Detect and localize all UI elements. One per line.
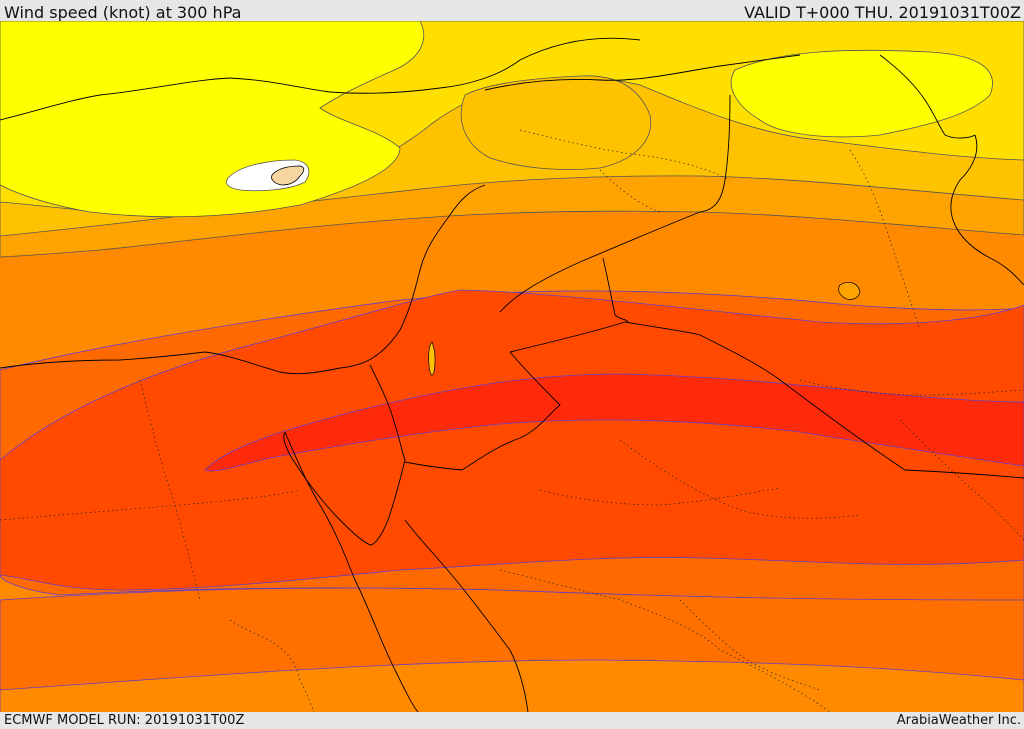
band-60-70-south [0,659,1024,712]
coastline-gulf [950,134,1024,286]
map-title: Wind speed (knot) at 300 hPa [4,3,242,22]
band-100-110 [204,373,1024,472]
province-borders [0,129,1024,712]
band-30-40-ne [730,49,993,138]
border-jordan-east [602,257,629,323]
border-jordan-south [404,351,561,471]
footer-bar: ECMWF MODEL RUN: 20191031T00Z ArabiaWeat… [0,712,1024,729]
cyprus-island [271,165,305,186]
header-bar: Wind speed (knot) at 300 hPa VALID T+000… [0,0,1024,22]
border-iraq-syria [484,54,801,91]
band-30-40 [0,21,425,218]
coastline-anatolia [0,37,641,121]
gulf-island [838,282,861,300]
border-egypt-israel [369,364,406,461]
dead-sea [428,341,436,376]
coastline-med-south [0,184,486,375]
valid-time: VALID T+000 THU. 20191031T00Z [744,3,1021,22]
border-iraq-west [499,94,731,313]
coastline-red-sea-east [404,519,529,712]
model-run-label: ECMWF MODEL RUN: 20191031T00Z [4,713,245,728]
map-canvas [0,21,1024,712]
border-iran-iraq [879,54,976,139]
wind-speed-map[interactable] [0,21,1024,712]
border-jordan-saudi [509,321,1024,479]
brand-label: ArabiaWeather Inc. [896,713,1021,728]
coastline-aqaba [283,431,406,546]
band-50-60-patch [460,75,652,170]
